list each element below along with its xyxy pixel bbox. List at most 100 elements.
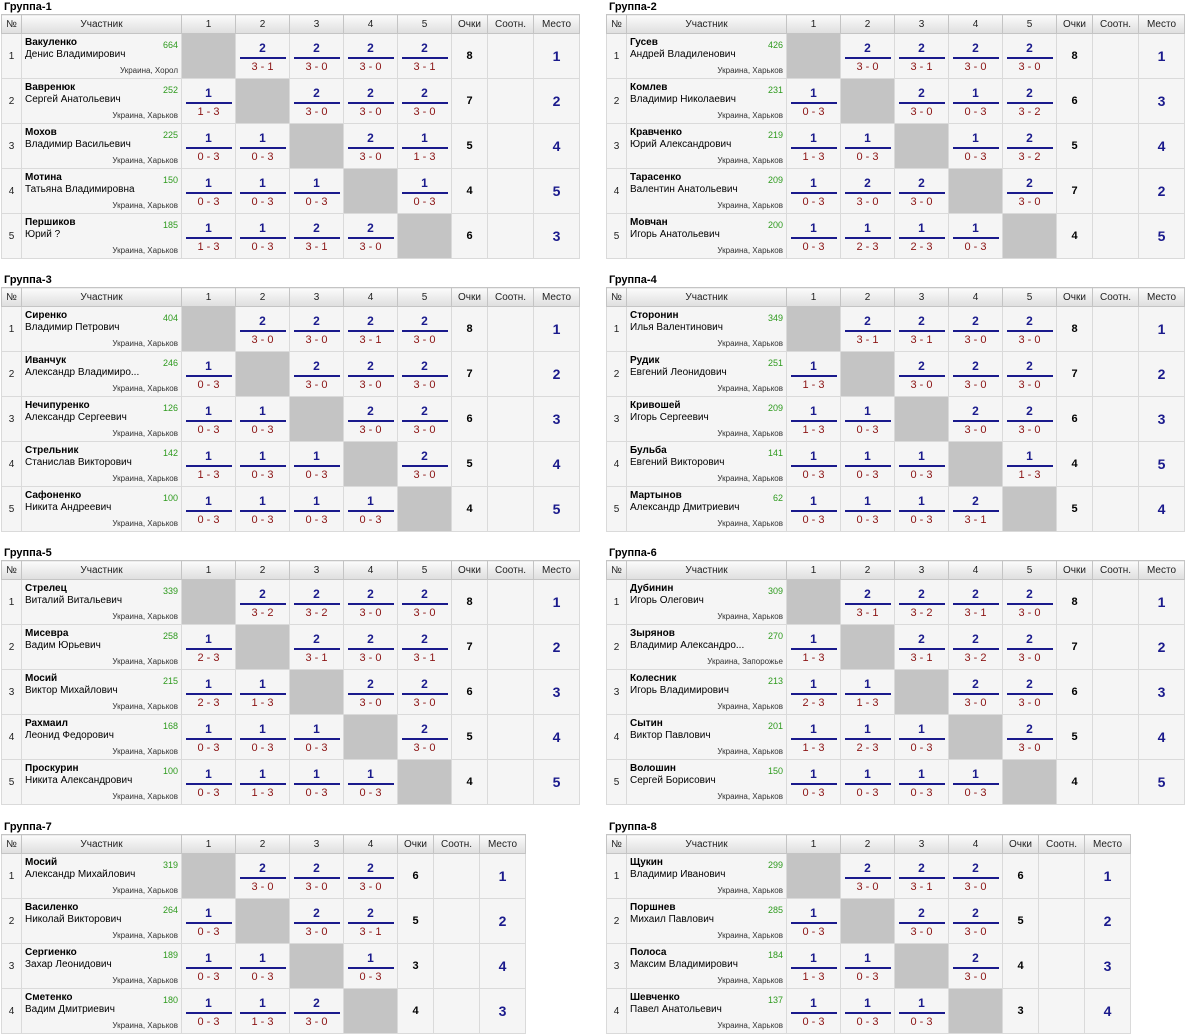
col-header-ratio[interactable]: Соотн. [1092,287,1139,307]
col-header-num[interactable]: № [606,14,627,34]
col-header-participant[interactable]: Участник [21,14,182,34]
match-result-cell[interactable]: 2 3 - 2 [235,579,290,625]
match-result-cell[interactable]: 2 3 - 0 [343,396,398,442]
table-row[interactable]: 2 Комлев Владимир Николаевич 231 Украина, Ха… [606,78,1185,124]
match-result-cell[interactable]: 2 3 - 0 [289,898,344,944]
participant-cell[interactable]: Щукин Владимир Иванович 299 Украина, Харько… [626,853,787,899]
participant-cell[interactable]: Мохов Владимир Васильевич 225 Украина, Харь… [21,123,182,169]
match-result-cell[interactable]: 1 0 - 3 [181,988,236,1034]
match-result-cell[interactable]: 1 0 - 3 [235,486,290,532]
match-result-cell[interactable]: 2 3 - 1 [948,579,1003,625]
match-result-cell[interactable]: 1 0 - 3 [840,943,895,989]
match-result-cell[interactable]: 2 3 - 0 [397,351,452,397]
match-result-cell[interactable]: 2 3 - 2 [1002,78,1057,124]
match-result-cell[interactable]: 2 3 - 0 [894,898,949,944]
match-result-cell[interactable]: 1 1 - 3 [840,669,895,715]
table-row[interactable]: 2 Поршнев Михаил Павлович 285 Украина, Харьк… [606,898,1131,944]
match-result-cell[interactable]: 2 3 - 0 [948,898,1003,944]
match-result-cell[interactable]: 2 3 - 0 [1002,396,1057,442]
col-header-opponent[interactable]: 1 [181,14,236,34]
match-result-cell[interactable]: 1 0 - 3 [235,168,290,214]
match-result-cell[interactable]: 1 0 - 3 [840,759,895,805]
table-row[interactable]: 3 Мохов Владимир Васильевич 225 Украина, Хар… [1,123,580,169]
table-row[interactable]: 4 Стрельник Станислав Викторович 142 Украина… [1,441,580,487]
match-result-cell[interactable]: 1 0 - 3 [181,486,236,532]
col-header-place[interactable]: Место [533,287,580,307]
match-result-cell[interactable]: 2 3 - 0 [289,78,344,124]
match-result-cell[interactable]: 2 3 - 1 [289,213,344,259]
col-header-opponent[interactable]: 5 [397,287,452,307]
table-row[interactable]: 1 Сторонин Илья Валентинович 349 Украина, Ха… [606,306,1185,352]
col-header-opponent[interactable]: 4 [948,14,1003,34]
match-result-cell[interactable]: 2 3 - 0 [1002,714,1057,760]
match-result-cell[interactable]: 1 1 - 3 [235,759,290,805]
participant-cell[interactable]: Мотина Татьяна Владимировна 150 Украина, Ха… [21,168,182,214]
col-header-opponent[interactable]: 2 [840,834,895,854]
col-header-opponent[interactable]: 4 [343,560,398,580]
col-header-opponent[interactable]: 2 [840,14,895,34]
match-result-cell[interactable]: 2 3 - 0 [343,624,398,670]
match-result-cell[interactable]: 2 3 - 1 [894,33,949,79]
table-row[interactable]: 2 Иванчук Александр Владимиро... 246 Украина… [1,351,580,397]
match-result-cell[interactable]: 1 1 - 3 [786,123,841,169]
table-row[interactable]: 2 Зырянов Владимир Александро... 270 Украина… [606,624,1185,670]
table-row[interactable]: 1 Дубинин Игорь Олегович 309 Украина, Харько… [606,579,1185,625]
match-result-cell[interactable]: 2 3 - 2 [289,579,344,625]
match-result-cell[interactable]: 1 1 - 3 [181,441,236,487]
match-result-cell[interactable]: 1 1 - 3 [181,78,236,124]
participant-cell[interactable]: Гусев Андрей Владиленович 426 Украина, Харь… [626,33,787,79]
match-result-cell[interactable]: 2 3 - 1 [948,486,1003,532]
col-header-participant[interactable]: Участник [626,834,787,854]
match-result-cell[interactable]: 2 3 - 0 [235,306,290,352]
col-header-ratio[interactable]: Соотн. [487,560,534,580]
match-result-cell[interactable]: 2 3 - 0 [948,306,1003,352]
col-header-points[interactable]: Очки [1056,560,1093,580]
match-result-cell[interactable]: 2 3 - 0 [343,123,398,169]
match-result-cell[interactable]: 1 1 - 3 [1002,441,1057,487]
participant-cell[interactable]: Шевченко Павел Анатольевич 137 Украина, Хар… [626,988,787,1034]
match-result-cell[interactable]: 1 0 - 3 [948,213,1003,259]
col-header-opponent[interactable]: 3 [289,834,344,854]
match-result-cell[interactable]: 2 3 - 0 [343,351,398,397]
match-result-cell[interactable]: 2 3 - 0 [397,579,452,625]
match-result-cell[interactable]: 1 0 - 3 [786,486,841,532]
col-header-participant[interactable]: Участник [21,560,182,580]
match-result-cell[interactable]: 1 1 - 3 [786,351,841,397]
match-result-cell[interactable]: 1 1 - 3 [786,396,841,442]
col-header-place[interactable]: Место [1138,14,1185,34]
match-result-cell[interactable]: 2 3 - 1 [397,33,452,79]
table-row[interactable]: 4 Бульба Евгений Викторович 141 Украина, Хар… [606,441,1185,487]
table-row[interactable]: 3 Нечипуренко Александр Сергеевич 126 Украин… [1,396,580,442]
col-header-participant[interactable]: Участник [21,834,182,854]
match-result-cell[interactable]: 1 1 - 3 [786,624,841,670]
match-result-cell[interactable]: 2 3 - 0 [1002,624,1057,670]
participant-cell[interactable]: Першиков Юрий ? 185 Украина, Харьков [21,213,182,259]
match-result-cell[interactable]: 1 0 - 3 [181,759,236,805]
match-result-cell[interactable]: 2 3 - 0 [343,669,398,715]
match-result-cell[interactable]: 1 0 - 3 [894,441,949,487]
participant-cell[interactable]: Сафоненко Никита Андреевич 100 Украина, Хар… [21,486,182,532]
match-result-cell[interactable]: 1 0 - 3 [786,988,841,1034]
match-result-cell[interactable]: 1 0 - 3 [289,441,344,487]
match-result-cell[interactable]: 2 3 - 0 [894,351,949,397]
col-header-participant[interactable]: Участник [21,287,182,307]
match-result-cell[interactable]: 2 3 - 0 [289,853,344,899]
match-result-cell[interactable]: 1 0 - 3 [235,441,290,487]
table-row[interactable]: 4 Сытин Виктор Павлович 201 Украина, Харьков… [606,714,1185,760]
match-result-cell[interactable]: 2 3 - 0 [840,168,895,214]
col-header-place[interactable]: Место [1084,834,1131,854]
match-result-cell[interactable]: 1 0 - 3 [948,78,1003,124]
participant-cell[interactable]: Кравченко Юрий Александрович 219 Украина, Х… [626,123,787,169]
table-row[interactable]: 3 Кравченко Юрий Александрович 219 Украина, … [606,123,1185,169]
participant-cell[interactable]: Рудик Евгений Леонидович 251 Украина, Харьк… [626,351,787,397]
participant-cell[interactable]: Поршнев Михаил Павлович 285 Украина, Харько… [626,898,787,944]
match-result-cell[interactable]: 1 0 - 3 [786,168,841,214]
col-header-opponent[interactable]: 2 [840,287,895,307]
participant-cell[interactable]: Стрельник Станислав Викторович 142 Украина,… [21,441,182,487]
match-result-cell[interactable]: 1 1 - 3 [235,669,290,715]
table-row[interactable]: 4 Рахмаил Леонид Федорович 168 Украина, Харь… [1,714,580,760]
col-header-place[interactable]: Место [1138,560,1185,580]
participant-cell[interactable]: Стрелец Виталий Витальевич 339 Украина, Хар… [21,579,182,625]
match-result-cell[interactable]: 2 3 - 1 [343,306,398,352]
table-row[interactable]: 3 Мосий Виктор Михайлович 215 Украина, Харьк… [1,669,580,715]
